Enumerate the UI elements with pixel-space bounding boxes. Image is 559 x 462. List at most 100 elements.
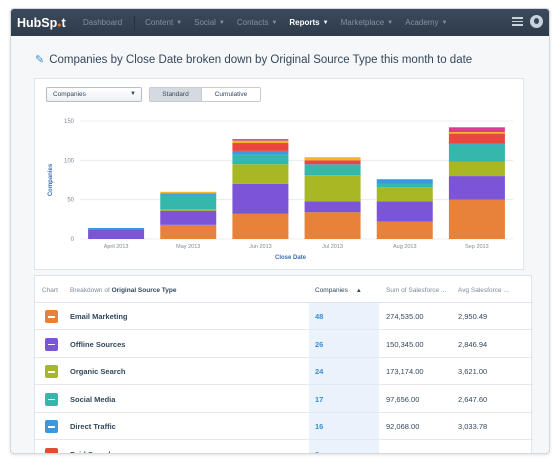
bar-segment: [376, 201, 433, 222]
bar-segment: [88, 227, 145, 230]
bar-segment: [160, 210, 217, 225]
row-source-name[interactable]: Direct Traffic: [70, 422, 116, 431]
row-companies-count[interactable]: 24: [315, 367, 324, 376]
row-avg-value: 2,950.49: [458, 312, 488, 321]
nav-content[interactable]: Content ▼: [145, 18, 183, 27]
bar-segment: [448, 199, 505, 239]
bar-segment: [448, 161, 505, 177]
row-sum-value: 173,174.00: [386, 367, 424, 376]
bar-segment: [304, 160, 361, 165]
table-row[interactable]: Offline Sources 26 150,345.00 2,846.94: [35, 331, 533, 358]
bar-segment: [376, 179, 433, 184]
bar-segment: [376, 183, 433, 188]
col-header-breakdown[interactable]: Breakdown of Original Source Type: [70, 287, 177, 294]
top-nav: HubSp●t Dashboard Content ▼ Social ▼ Conta…: [11, 9, 549, 36]
x-tick-label: Sep 2013: [465, 244, 489, 250]
table-header: Chart Breakdown of Original Source Type …: [35, 276, 533, 303]
chevron-down-icon: ▼: [176, 19, 183, 26]
row-companies-count[interactable]: 26: [315, 339, 324, 349]
nav-divider: [134, 15, 136, 30]
chevron-down-icon: ▼: [441, 19, 448, 26]
bar-segment: [160, 224, 217, 239]
series-chart-icon[interactable]: [45, 310, 58, 323]
nav-contacts[interactable]: Contacts ▼: [236, 18, 278, 27]
bar-segment: [304, 201, 361, 213]
user-avatar-icon[interactable]: [530, 15, 543, 28]
table-row[interactable]: Paid Search 9: [35, 441, 533, 454]
metric-select[interactable]: Companies ▼: [46, 87, 142, 102]
bar-segment: [376, 187, 433, 202]
row-source-name[interactable]: Email Marketing: [70, 312, 128, 321]
standard-toggle-button[interactable]: Standard: [149, 87, 202, 102]
x-tick-label: Aug 2013: [393, 244, 417, 250]
table-row[interactable]: Direct Traffic 16 92,068.00 3,033.78: [35, 413, 533, 440]
x-tick-label: May 2013: [176, 244, 200, 250]
row-source-name[interactable]: Paid Search: [70, 449, 113, 454]
breakdown-table: Chart Breakdown of Original Source Type …: [34, 275, 533, 454]
logo-sprocket-icon: ●: [57, 21, 62, 29]
col-header-avg[interactable]: Avg Salesforce ...: [458, 287, 509, 294]
x-axis-label: Close Date: [275, 255, 307, 261]
series-chart-icon[interactable]: [45, 420, 58, 433]
row-avg-value: 3,033.78: [458, 422, 488, 431]
x-tick-label: Jun 2013: [249, 244, 272, 250]
bar-segment: [160, 209, 217, 211]
row-source-name[interactable]: Offline Sources: [70, 339, 126, 349]
nav-social[interactable]: Social ▼: [194, 18, 225, 27]
bar-segment: [232, 213, 289, 239]
series-chart-icon[interactable]: [45, 365, 58, 378]
bar-segment: [232, 183, 289, 214]
bar-segment: [304, 175, 361, 202]
nav-academy[interactable]: Academy ▼: [405, 18, 448, 27]
pencil-edit-icon[interactable]: ✎: [35, 54, 45, 66]
bar-segment: [232, 140, 289, 144]
row-sum-value: 92,068.00: [386, 422, 420, 431]
bar-segment: [448, 133, 505, 144]
bar-segment: [304, 165, 361, 176]
chevron-down-icon: ▼: [218, 19, 225, 26]
bar-segment: [232, 150, 289, 155]
col-header-sum[interactable]: Sum of Salesforce ...: [386, 287, 447, 294]
row-companies-count[interactable]: 16: [315, 422, 324, 431]
bar-segment: [232, 154, 289, 165]
table-row[interactable]: Organic Search 24 173,174.00 3,621.00: [35, 358, 533, 385]
bar-segment: [448, 143, 505, 145]
chevron-down-icon: ▼: [130, 91, 136, 97]
table-row[interactable]: Social Media 17 97,656.00 2,647.60: [35, 386, 533, 413]
sort-ascending-icon: ▲: [355, 288, 362, 294]
app-window: HubSp●t Dashboard Content ▼ Social ▼ Conta…: [10, 8, 550, 454]
row-sum-value: 150,345.00: [386, 339, 424, 349]
sorted-column-highlight: [309, 303, 379, 453]
cumulative-toggle-button[interactable]: Cumulative: [202, 87, 261, 102]
nav-dashboard[interactable]: Dashboard: [83, 18, 123, 27]
row-companies-count[interactable]: 9: [315, 449, 320, 454]
x-tick-label: Jul 2013: [322, 244, 343, 250]
table-row[interactable]: Email Marketing 48 274,535.00 2,950.49: [35, 303, 533, 330]
row-sum-value: 274,535.00: [386, 312, 424, 321]
col-header-companies[interactable]: Companies ▲: [315, 287, 362, 294]
page-title: Companies by Close Date broken down by O…: [49, 53, 473, 66]
chevron-down-icon: ▼: [387, 19, 394, 26]
bar-segment: [448, 127, 505, 133]
row-sum-value: 97,656.00: [386, 394, 420, 404]
series-chart-icon[interactable]: [45, 392, 58, 406]
menu-icon[interactable]: [512, 17, 523, 26]
row-source-name[interactable]: Organic Search: [70, 367, 126, 376]
row-companies-count[interactable]: 48: [315, 312, 324, 321]
series-chart-icon[interactable]: [45, 447, 58, 453]
y-tick-label: 0: [71, 237, 75, 243]
nav-marketplace[interactable]: Marketplace ▼: [340, 18, 394, 27]
y-tick-label: 150: [64, 119, 75, 125]
series-chart-icon[interactable]: [45, 337, 58, 351]
bar-segment: [88, 229, 145, 239]
row-companies-count[interactable]: 17: [315, 394, 324, 404]
nav-reports[interactable]: Reports ▼: [289, 18, 329, 27]
y-tick-label: 100: [64, 158, 75, 164]
hubspot-logo[interactable]: HubSp●t: [17, 15, 66, 30]
row-avg-value: 2,846.94: [458, 339, 488, 349]
bar-segment: [232, 139, 289, 141]
row-avg-value: 3,621.00: [458, 367, 488, 376]
row-avg-value: 2,647.60: [458, 394, 488, 404]
row-source-name[interactable]: Social Media: [70, 394, 116, 404]
bar-segment: [304, 164, 361, 166]
